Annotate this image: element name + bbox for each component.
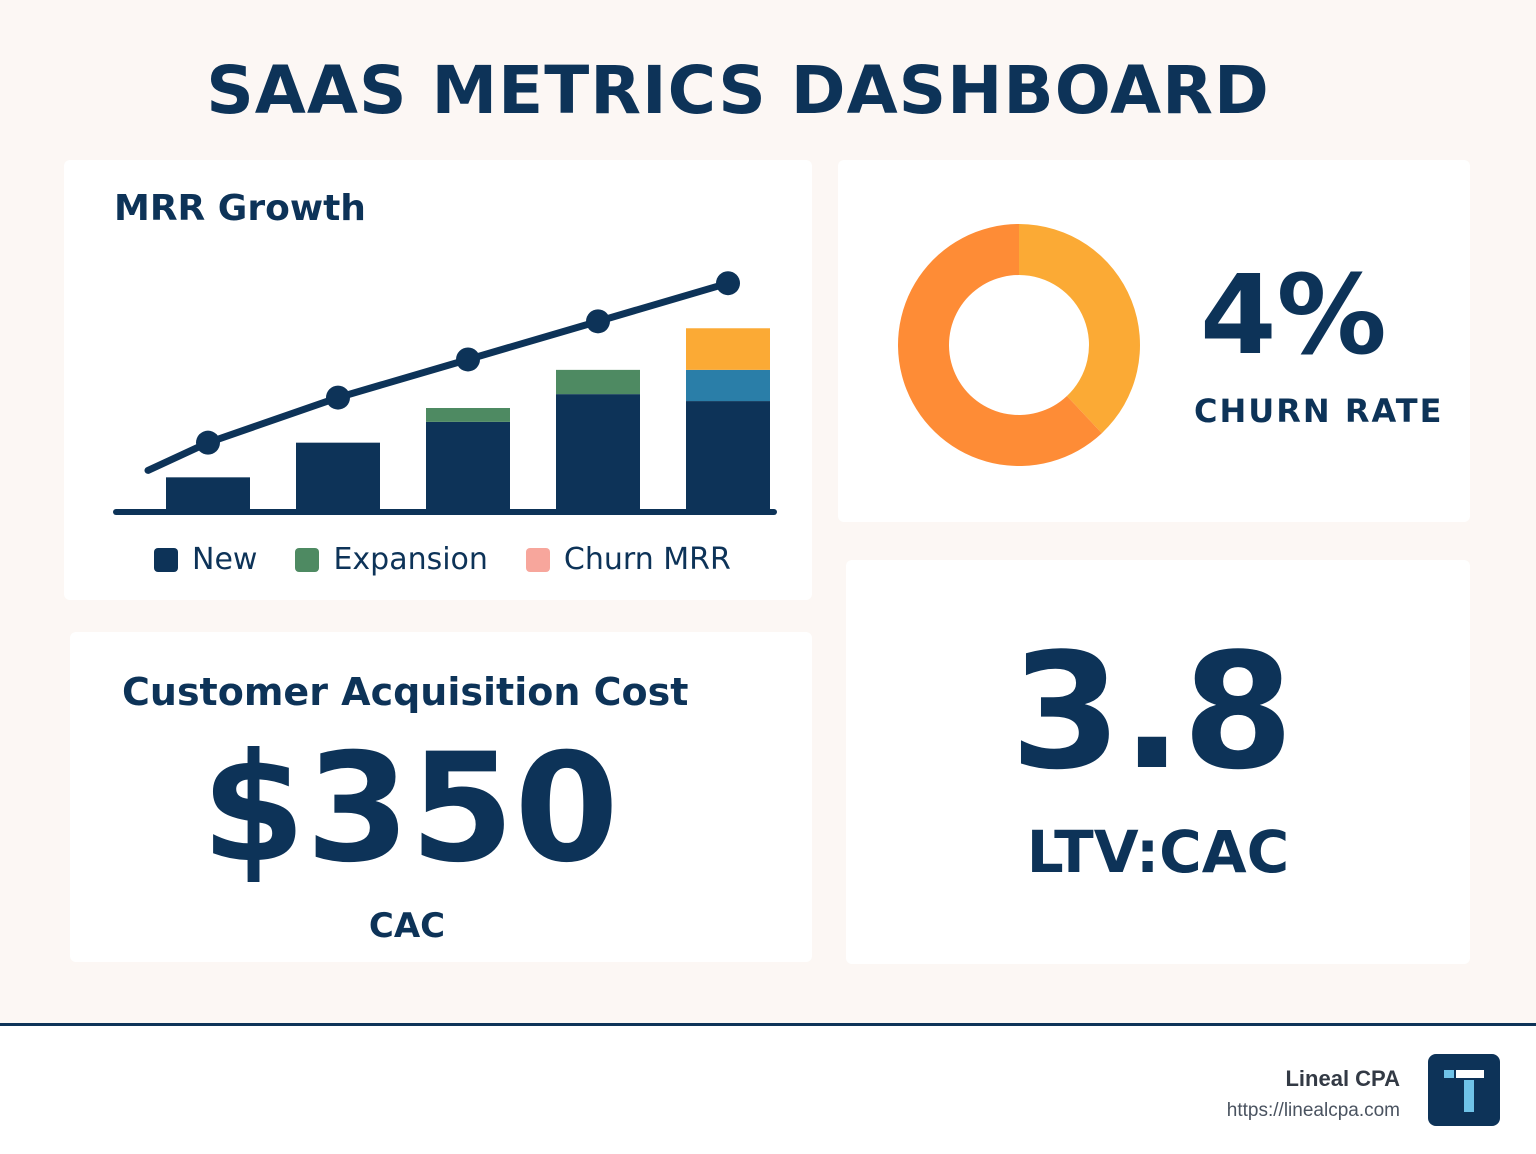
trend-point [456, 347, 480, 372]
brand-name: Lineal CPA [1285, 1066, 1400, 1091]
trend-point [716, 271, 740, 296]
bar-expansion [556, 369, 640, 395]
brand-url[interactable]: https://linealcpa.com [1226, 1100, 1400, 1121]
footer-divider [0, 1023, 1536, 1026]
bar-new [166, 477, 250, 512]
cac-title: Customer Acquisition Cost [122, 670, 689, 714]
bar-segment [686, 369, 770, 402]
footer: Lineal CPA https://linealcpa.com [0, 1026, 1536, 1154]
cac-card: Customer Acquisition Cost $350 CAC [70, 632, 812, 962]
churn-donut-chart [897, 224, 1140, 466]
mrr-growth-card: MRR Growth New Expansion Churn MRR [64, 160, 812, 600]
bar-new [296, 442, 380, 512]
bar-new [556, 394, 640, 512]
mrr-legend: New Expansion Churn MRR [154, 542, 769, 577]
churn-rate-label: CHURN RATE [1194, 392, 1444, 430]
trend-point [326, 385, 350, 410]
legend-item: Churn MRR [525, 542, 731, 577]
bar-segment [686, 328, 770, 370]
churn-rate-card: 4% CHURN RATE [838, 160, 1470, 522]
mrr-growth-chart [113, 271, 777, 515]
cac-value: $350 [201, 722, 619, 896]
bar-new [686, 401, 770, 512]
trend-point [586, 309, 610, 334]
ltv-cac-label: LTV:CAC [1026, 818, 1290, 886]
bar-new [426, 421, 510, 512]
legend-item: New [154, 542, 257, 577]
bar-expansion [426, 408, 510, 422]
legend-item: Expansion [295, 542, 488, 577]
legend-label: New [192, 542, 258, 577]
ltv-cac-value: 3.8 [1010, 618, 1294, 805]
page-title: SAAS METRICS DASHBOARD [206, 52, 1270, 129]
legend-label: Expansion [333, 542, 488, 577]
cac-label: CAC [368, 906, 446, 946]
legend-label: Churn MRR [563, 542, 731, 577]
legend-swatch [525, 547, 550, 572]
lineal-logo-icon [1428, 1054, 1500, 1126]
legend-swatch [295, 547, 320, 572]
churn-rate-value: 4% [1200, 251, 1387, 379]
legend-swatch [154, 547, 178, 572]
mrr-growth-title: MRR Growth [114, 188, 366, 229]
donut-slice [897, 224, 1102, 466]
donut-slice [1019, 224, 1140, 434]
trend-point [196, 430, 220, 455]
ltv-cac-card: 3.8 LTV:CAC [846, 560, 1470, 964]
